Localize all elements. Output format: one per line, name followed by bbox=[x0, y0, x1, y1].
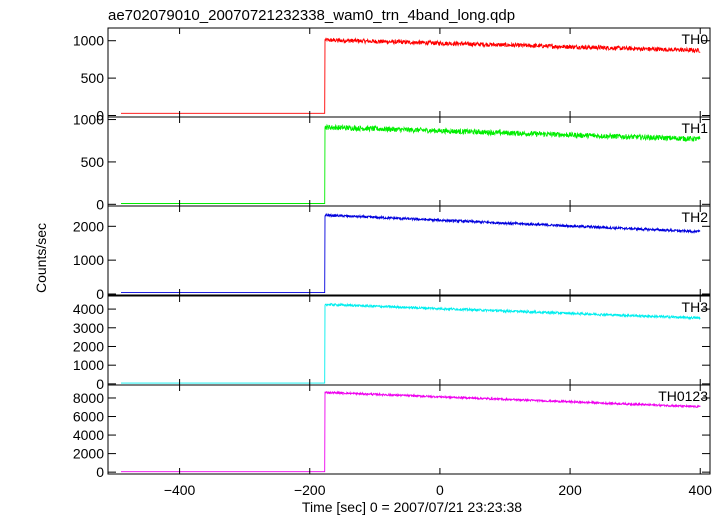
y-tick-label: 1000 bbox=[73, 33, 104, 49]
panel-frame bbox=[107, 295, 711, 386]
panel-th2: 0 1000 2000 TH2 bbox=[73, 205, 711, 302]
series-line-th0123 bbox=[121, 390, 701, 473]
x-axis-label: Time [sec] 0 = 2007/07/21 23:23:38 bbox=[302, 499, 522, 515]
y-tick-label: 0 bbox=[96, 108, 104, 124]
y-tick-label: 6000 bbox=[73, 409, 104, 425]
x-tick-label: −400 bbox=[164, 482, 196, 498]
panel-label: TH2 bbox=[682, 209, 709, 225]
panel-frame bbox=[107, 205, 711, 296]
y-tick-label: 4000 bbox=[73, 301, 104, 317]
x-axis-ticks: −400 −200 0 200 400 bbox=[164, 482, 712, 498]
panel-th1: 0 500 1000 TH1 bbox=[73, 112, 711, 212]
panel-label: TH3 bbox=[682, 299, 709, 315]
y-tick-label: 2000 bbox=[73, 446, 104, 462]
y-tick-label: 0 bbox=[96, 196, 104, 212]
panel-label: TH0123 bbox=[658, 388, 708, 404]
y-tick-label: 1000 bbox=[73, 112, 104, 128]
panel-th3: 0 1000 2000 3000 4000 TH3 bbox=[73, 295, 711, 392]
chart-title: ae702079010_20070721232338_wam0_trn_4ban… bbox=[108, 7, 515, 24]
panel-label: TH1 bbox=[682, 120, 709, 136]
panel-frame bbox=[107, 384, 711, 475]
y-tick-label: 500 bbox=[81, 154, 105, 170]
x-tick-label: 200 bbox=[558, 482, 582, 498]
y-tick-label: 4000 bbox=[73, 427, 104, 443]
y-tick-label: 0 bbox=[96, 376, 104, 392]
series-line-th3 bbox=[121, 302, 701, 384]
x-tick-label: 400 bbox=[689, 482, 713, 498]
x-tick-label: 0 bbox=[436, 482, 444, 498]
series-line-th1 bbox=[121, 123, 701, 204]
series-line-th0 bbox=[121, 37, 701, 114]
y-tick-label: 0 bbox=[96, 464, 104, 480]
y-tick-label: 1000 bbox=[73, 252, 104, 268]
panel-th0123: 0 2000 4000 6000 8000 TH0123 bbox=[73, 384, 711, 480]
panel-th0: 0 500 1000 TH0 bbox=[73, 27, 711, 124]
y-axis-label: Counts/sec bbox=[33, 223, 49, 293]
y-tick-label: 2000 bbox=[73, 218, 104, 234]
panel-label: TH0 bbox=[682, 31, 709, 47]
y-tick-label: 8000 bbox=[73, 390, 104, 406]
x-tick-label: −200 bbox=[294, 482, 326, 498]
y-tick-label: 0 bbox=[96, 286, 104, 302]
y-tick-label: 500 bbox=[81, 70, 105, 86]
y-tick-label: 1000 bbox=[73, 357, 104, 373]
y-tick-label: 3000 bbox=[73, 320, 104, 336]
series-line-th2 bbox=[121, 212, 701, 294]
y-tick-label: 2000 bbox=[73, 338, 104, 354]
